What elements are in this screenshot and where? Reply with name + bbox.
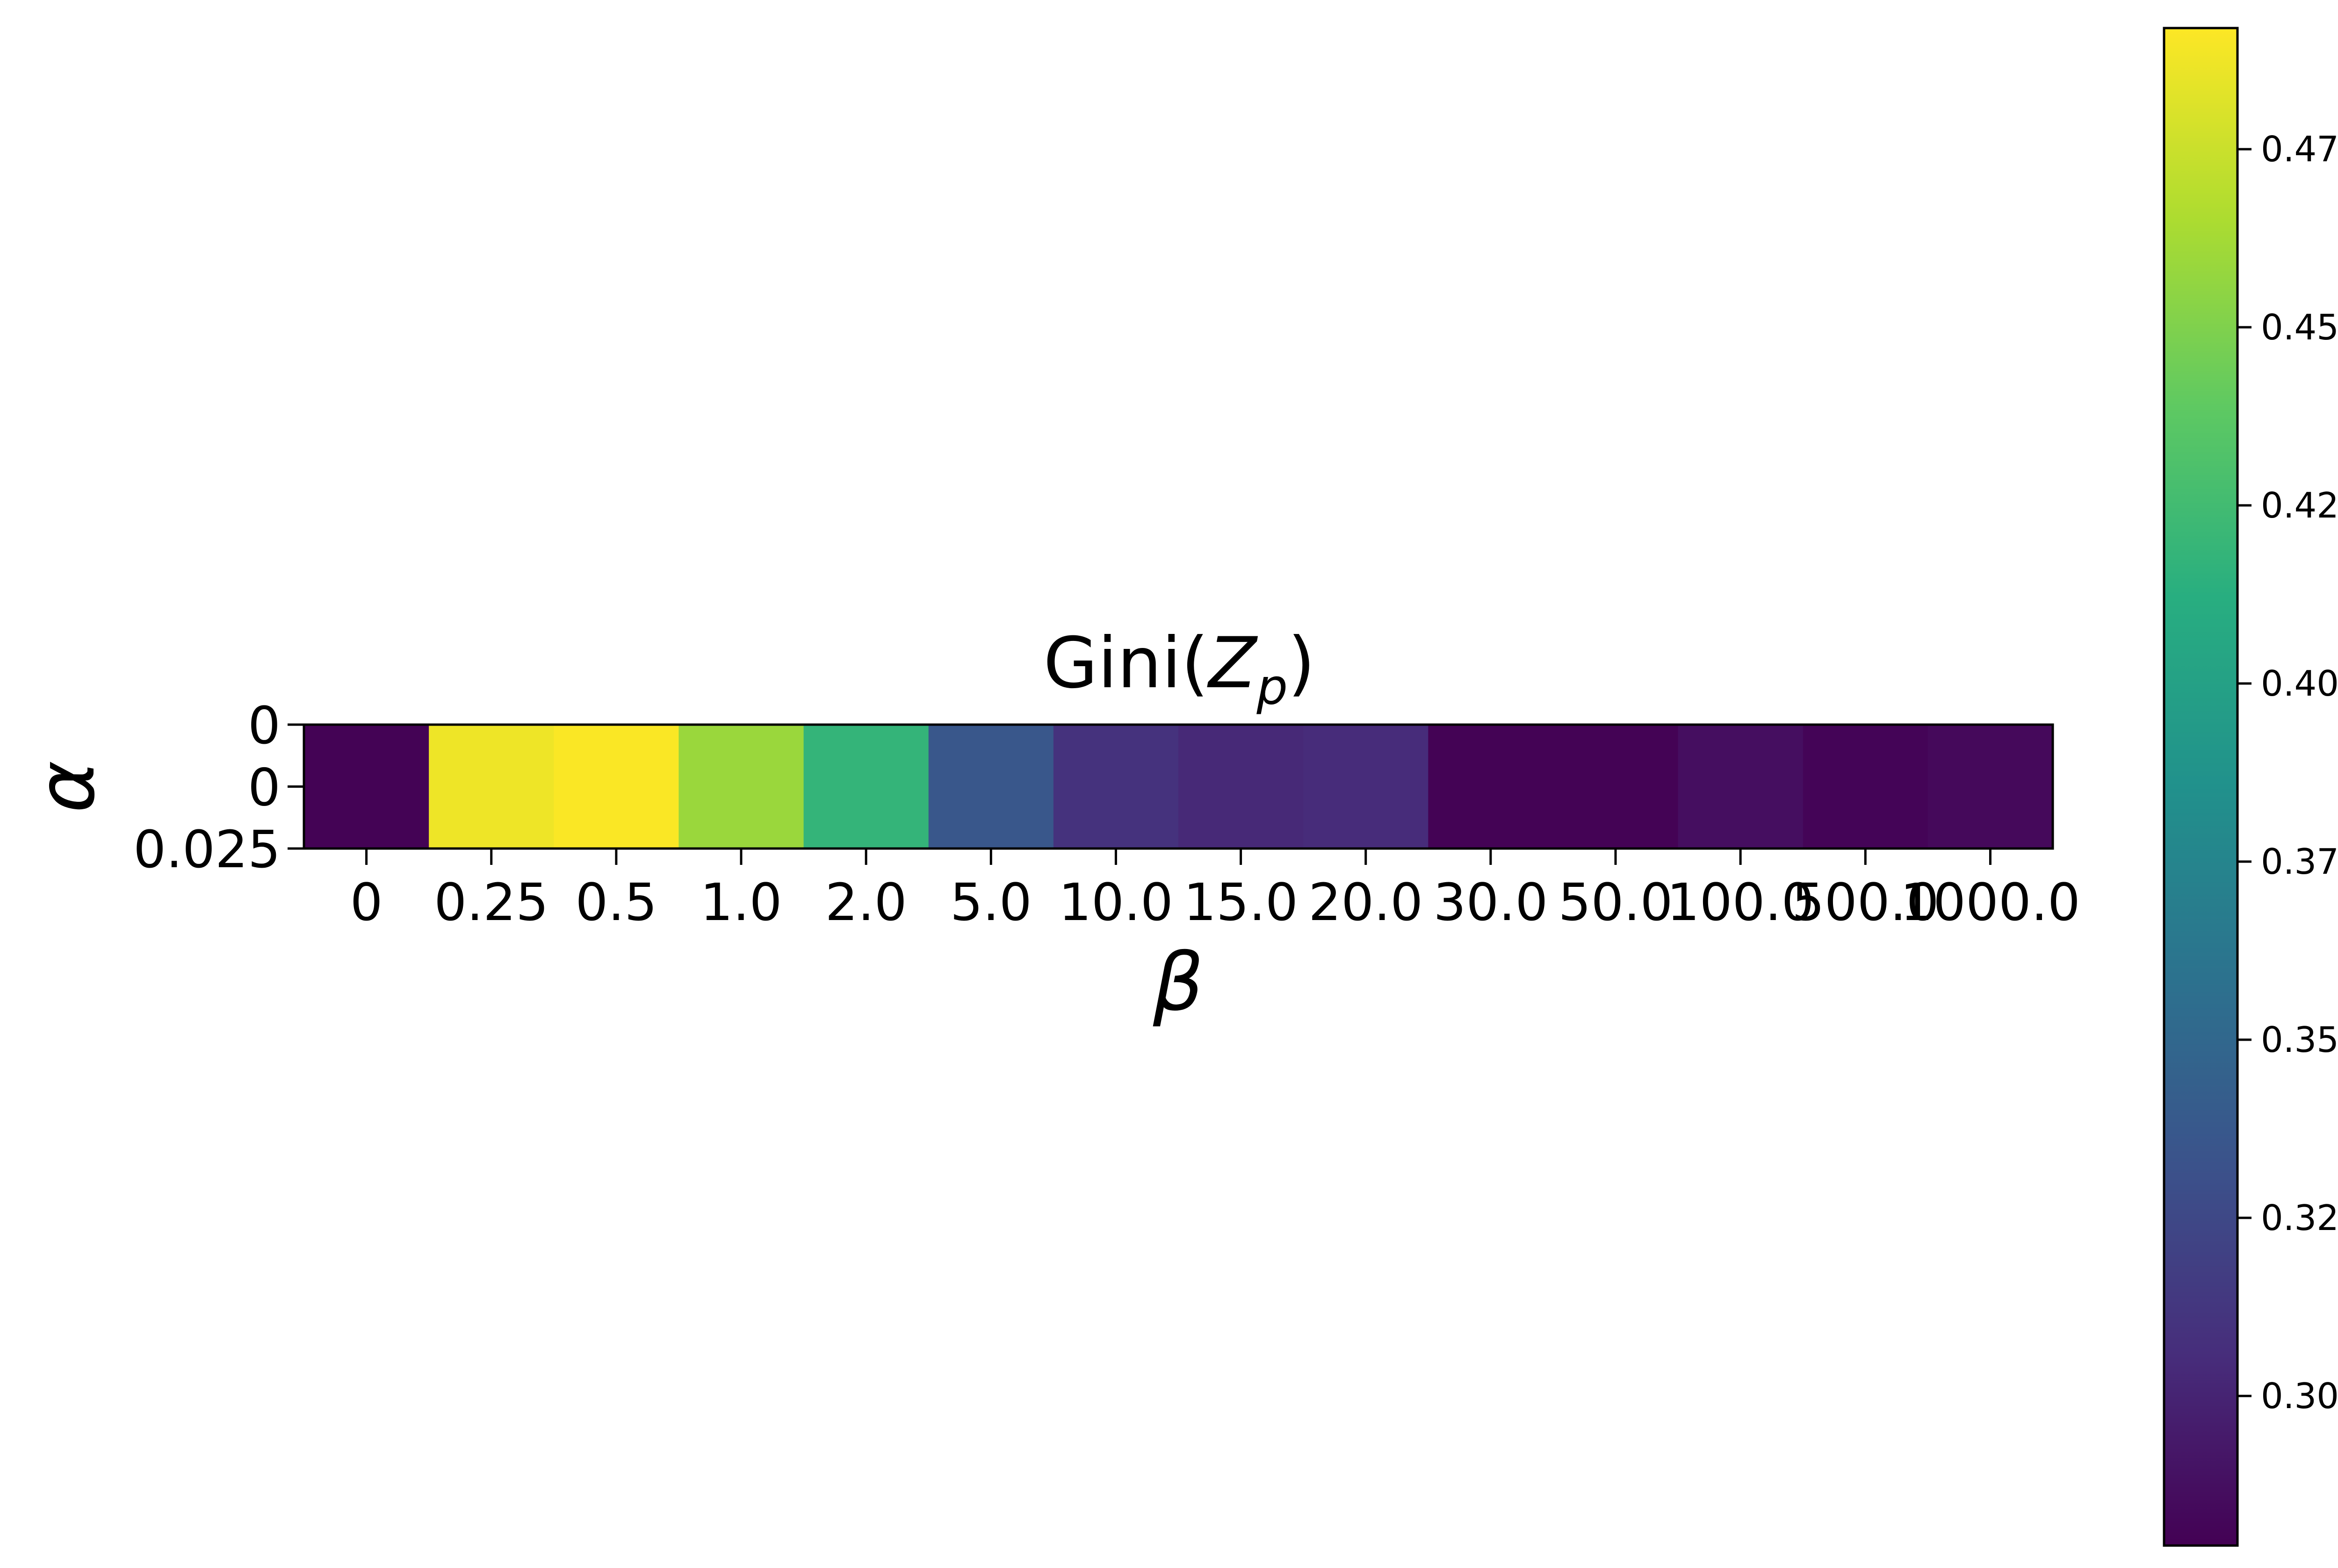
y-axis-ticks: 000.025 [133, 696, 304, 879]
heatmap-cell [1303, 725, 1429, 849]
colorbar-frame [2163, 27, 2239, 1547]
heatmap-cell [803, 725, 929, 849]
heatmap-cells [304, 725, 2053, 849]
heatmap-cell [304, 725, 429, 849]
x-tick-label: 5.0 [950, 872, 1032, 932]
colorbar [2164, 28, 2237, 1546]
colorbar-tick-label: 0.450 [2261, 307, 2338, 348]
x-tick-label: 1.0 [700, 872, 782, 932]
heatmap-cell [1803, 725, 1928, 849]
colorbar-tick-label: 0.325 [2261, 1197, 2338, 1238]
x-tick-label: 15.0 [1183, 872, 1298, 932]
x-tick-label: 0.5 [575, 872, 657, 932]
heatmap-cell [1927, 725, 2053, 849]
x-tick-label: 20.0 [1308, 872, 1423, 932]
heatmap-cell [928, 725, 1054, 849]
colorbar-tick-label: 0.300 [2261, 1375, 2338, 1417]
colorbar-tick-label: 0.350 [2261, 1019, 2338, 1060]
heatmap-cell [1553, 725, 1679, 849]
heatmap-cell [1678, 725, 1804, 849]
colorbar-ticks: 0.300 0.325 0.350 0.375 0.400 0.425 0.450 0.475 [2237, 129, 2338, 1417]
x-tick-label: 2.0 [825, 872, 907, 932]
x-tick-label: 1000.0 [1900, 872, 2080, 932]
x-tick-label: 500.0 [1792, 872, 1939, 932]
x-tick-label: 30.0 [1433, 872, 1548, 932]
x-tick-label: 0 [350, 872, 383, 932]
colorbar-tick-label: 0.375 [2261, 841, 2338, 882]
x-tick-label: 100.0 [1667, 872, 1814, 932]
x-tick-label: 0.25 [434, 872, 548, 932]
y-tick-label: 0 [248, 696, 281, 755]
colorbar-tick-label: 0.425 [2261, 485, 2338, 526]
chart-title: Gini(Zp) [1043, 623, 1315, 716]
x-axis-label: β [1153, 936, 1204, 1029]
y-tick-label: 0.025 [133, 820, 281, 879]
heatmap-cell [678, 725, 804, 849]
colorbar-tick-label: 0.475 [2261, 129, 2338, 170]
y-tick-label: 0 [248, 758, 281, 818]
x-tick-label: 50.0 [1559, 872, 1673, 932]
heatmap-cell [1428, 725, 1553, 849]
x-tick-label: 10.0 [1059, 872, 1173, 932]
x-axis-ticks: 0 0.25 0.5 1.0 2.0 5.0 10.0 15.0 20.0 30.0 50.0100… [350, 849, 2080, 932]
heatmap-cell [1178, 725, 1304, 849]
y-axis-label: α [20, 761, 113, 813]
colorbar-tick-label: 0.400 [2261, 663, 2338, 704]
heatmap-cell [1053, 725, 1179, 849]
heatmap-cell [554, 725, 679, 849]
heatmap-cell [429, 725, 554, 849]
